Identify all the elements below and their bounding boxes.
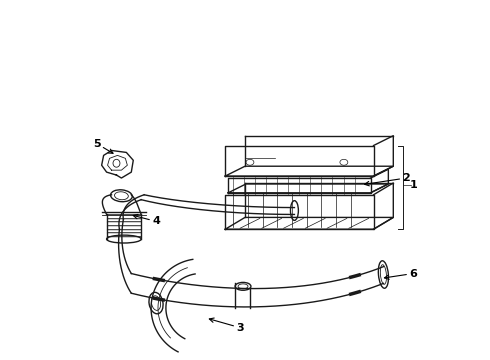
Text: 4: 4 bbox=[133, 215, 160, 226]
Text: 2: 2 bbox=[365, 173, 410, 186]
Text: 6: 6 bbox=[385, 269, 417, 279]
Text: 3: 3 bbox=[209, 318, 244, 333]
Text: 1: 1 bbox=[409, 180, 417, 190]
Text: 5: 5 bbox=[93, 139, 113, 153]
